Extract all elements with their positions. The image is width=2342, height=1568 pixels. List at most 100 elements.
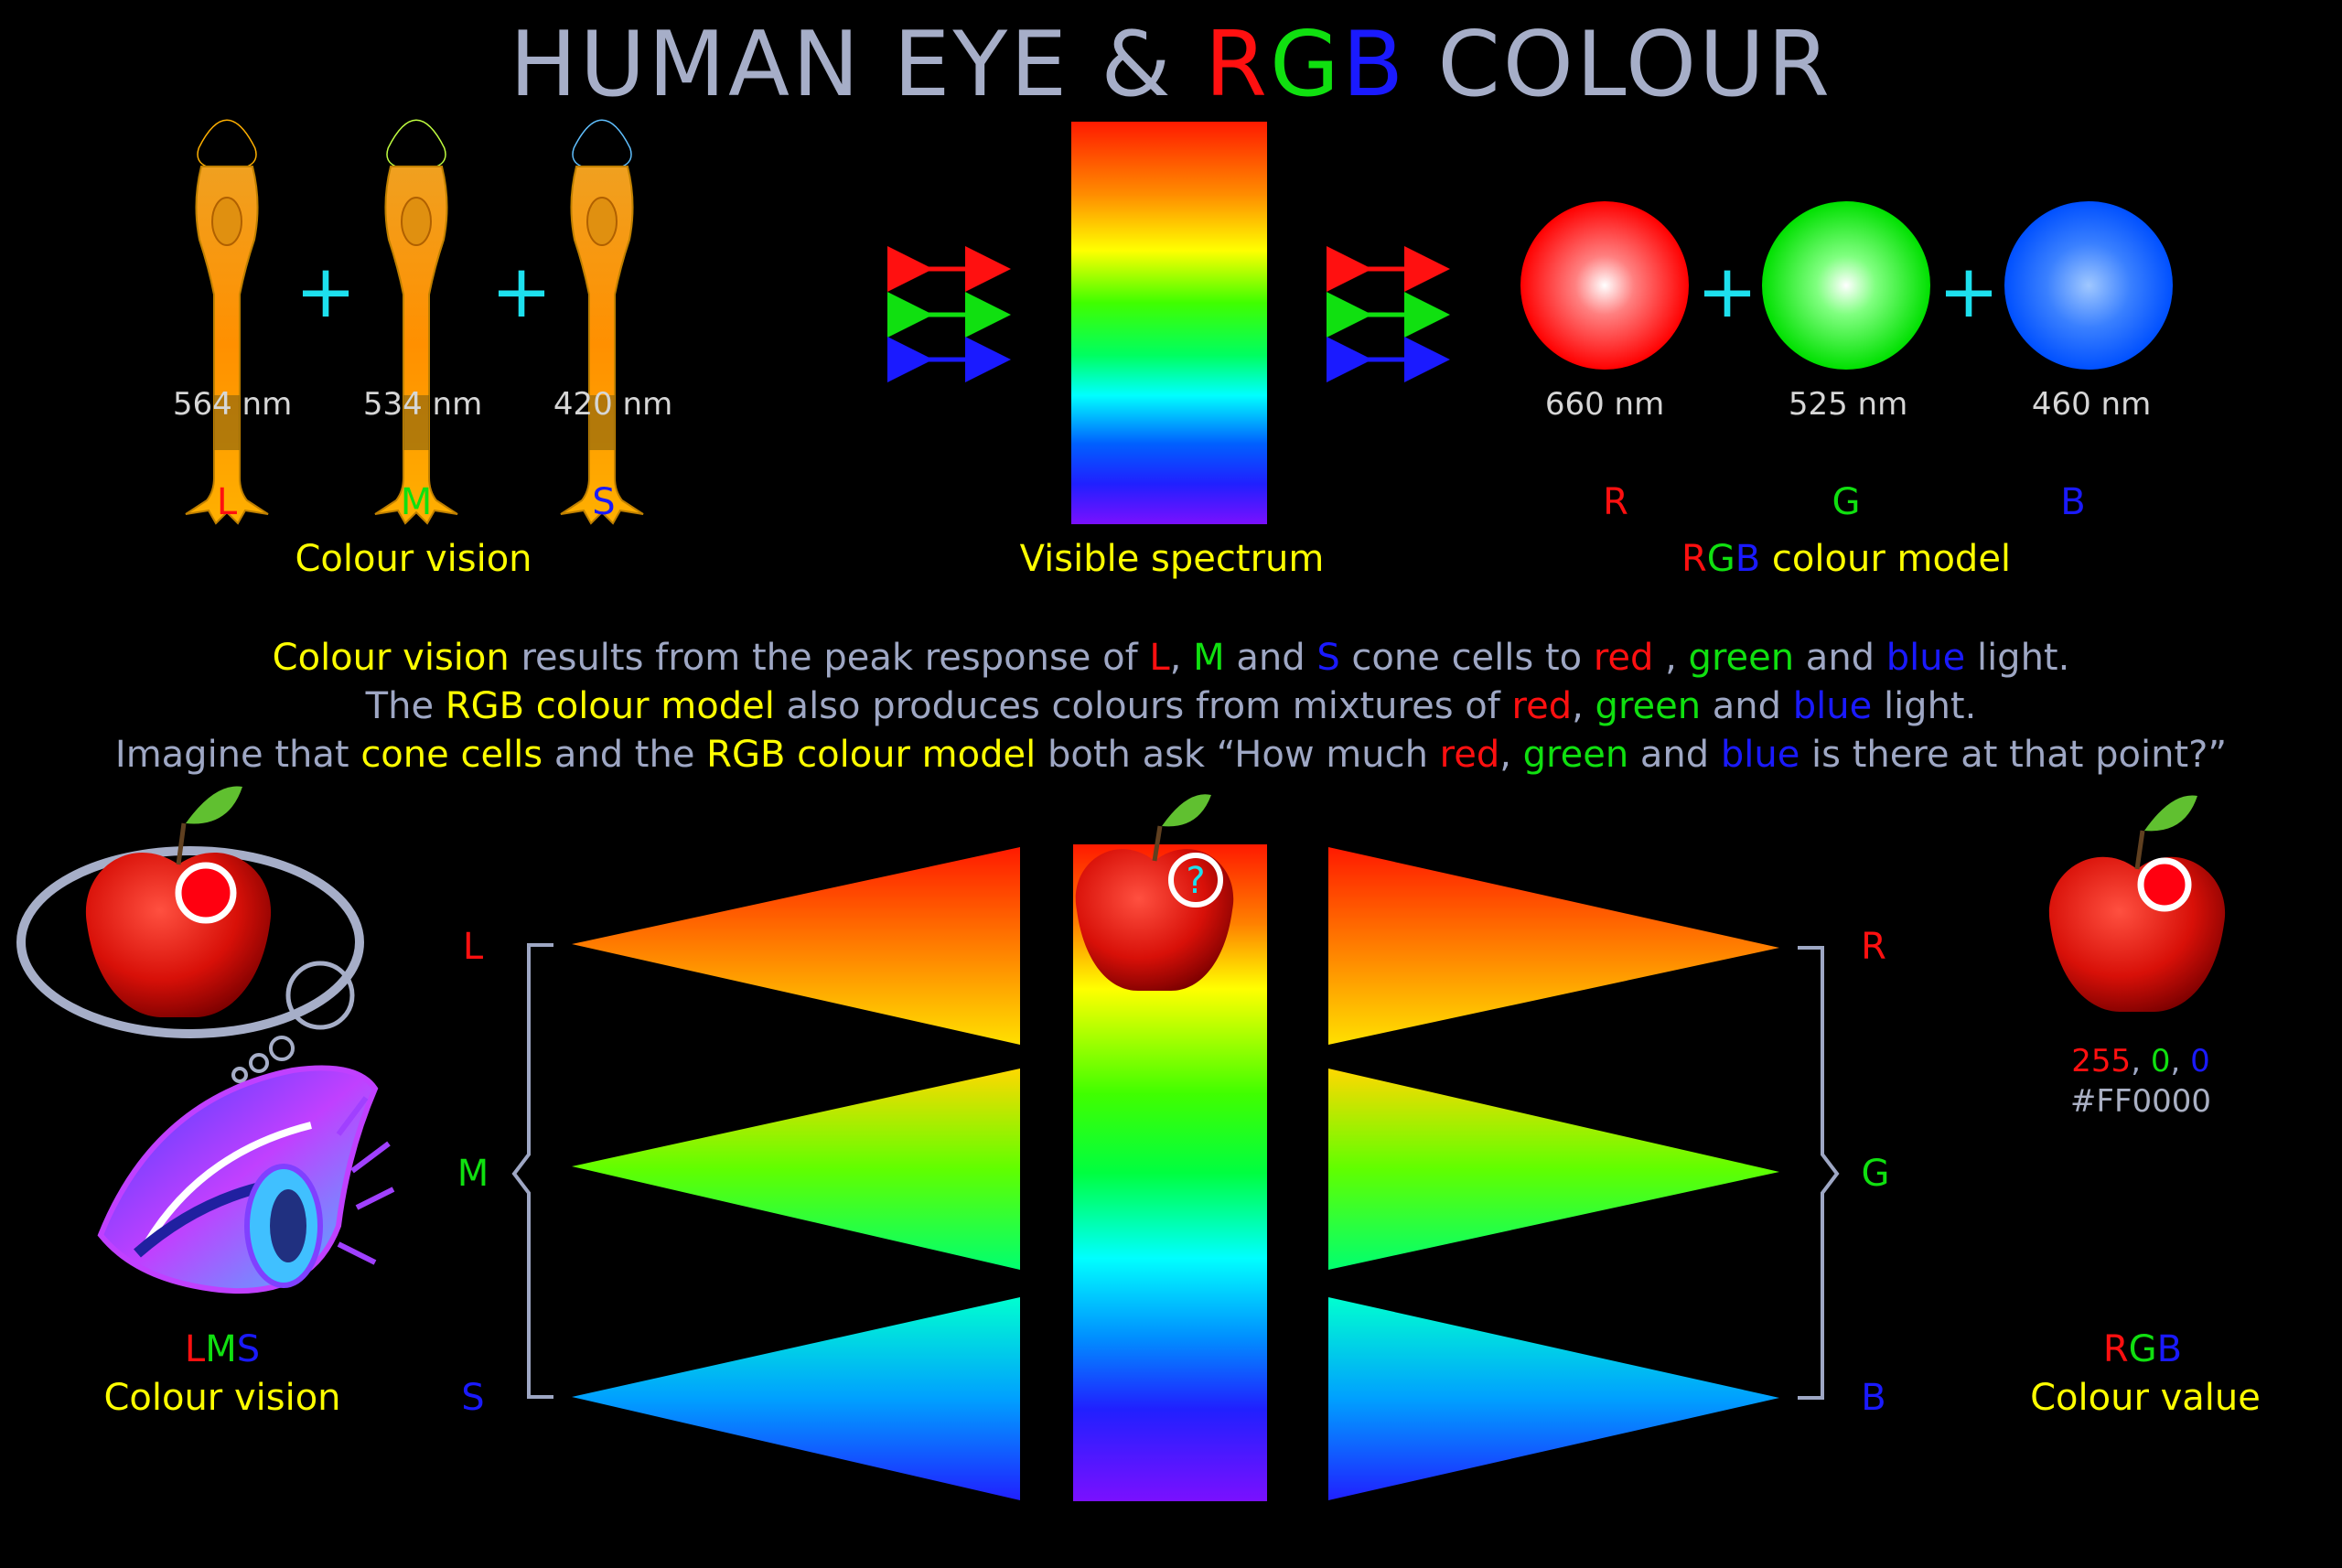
bottom-S-letter: S: [461, 1377, 485, 1419]
rgb-value: 255, 0, 0: [2071, 1043, 2209, 1079]
apple-thought: [85, 786, 272, 1017]
wedge-G: [1328, 1069, 1779, 1270]
paragraph-line-2: The RGB colour model also produces colou…: [366, 685, 1977, 727]
eye-illustration: [97, 1065, 395, 1294]
p2-8: light.: [1872, 685, 1977, 727]
lms-caption: Colour vision: [103, 1377, 341, 1419]
title-suffix: COLOUR: [1406, 13, 1832, 117]
p2-5: green: [1595, 685, 1702, 727]
p1-13: light.: [1965, 637, 2070, 679]
question-mark: ?: [1186, 860, 1206, 902]
thought-bubble-small-3: [249, 1053, 269, 1073]
title-g: G: [1270, 13, 1342, 117]
cone-M-wavelength: 534 nm: [362, 386, 483, 423]
cone-cell-L: [185, 119, 269, 524]
rgb-value-g: 0: [2150, 1043, 2171, 1079]
bottom-B-letter: B: [1861, 1377, 1886, 1419]
plus-sign-2: +: [490, 249, 553, 334]
p3-4: both ask “How much: [1036, 734, 1440, 776]
cone-L-wavelength: 564 nm: [172, 386, 293, 423]
cone-S-letter: S: [592, 481, 616, 523]
page-title: HUMAN EYE & RGB COLOUR: [510, 13, 1832, 117]
wedge-B: [1328, 1297, 1779, 1500]
p2-0: The: [365, 685, 446, 727]
arrows-right: [1327, 246, 1450, 382]
rgb-l-g: G: [2128, 1328, 2157, 1370]
rgb-caption: Colour value: [2030, 1377, 2261, 1419]
lms-l: L: [184, 1328, 206, 1370]
thought-bubble: [16, 846, 364, 1038]
p3-6: ,: [1499, 734, 1523, 776]
rgb-label: RGB: [2103, 1328, 2182, 1370]
rgb-model-rest: colour model: [1760, 538, 2012, 580]
wedge-L: [572, 847, 1020, 1045]
lms-s: S: [236, 1328, 261, 1370]
p1-3: ,: [1169, 637, 1194, 679]
hex-value: #FF0000: [2069, 1083, 2212, 1120]
p1-10: green: [1688, 637, 1795, 679]
thought-bubble-small-4: [231, 1067, 248, 1083]
p1-12: blue: [1885, 637, 1966, 679]
wedge-S: [572, 1297, 1020, 1500]
title-b: B: [1341, 13, 1407, 117]
rgb-G-letter: G: [1832, 481, 1861, 523]
p3-1: cone cells: [360, 734, 543, 776]
rgb-l-b: B: [2156, 1328, 2183, 1370]
visible-spectrum-bar: [1071, 122, 1267, 524]
cone-cell-M: [374, 119, 458, 524]
bottom-L-letter: L: [462, 926, 484, 968]
colour-vision-label: Colour vision: [295, 538, 532, 580]
left-brace: [511, 943, 553, 1399]
p3-3: RGB colour model: [706, 734, 1037, 776]
title-prefix: HUMAN EYE &: [510, 13, 1205, 117]
p3-5: red: [1439, 734, 1500, 776]
p1-4: M: [1193, 637, 1225, 679]
rgb-value-sep-1: ,: [2131, 1043, 2151, 1079]
p1-8: red: [1593, 637, 1654, 679]
p3-7: green: [1522, 734, 1629, 776]
bottom-R-letter: R: [1861, 926, 1886, 968]
rgb-model-b: B: [1735, 538, 1761, 580]
p2-2: also produces colours from mixtures of: [774, 685, 1512, 727]
paragraph-line-1: Colour vision results from the peak resp…: [273, 637, 2070, 679]
wedge-R: [1328, 847, 1779, 1045]
green-light-circle: [1762, 201, 1930, 370]
p1-6: S: [1316, 637, 1340, 679]
thought-bubble-small-1: [285, 961, 355, 1030]
red-wavelength: 660 nm: [1544, 386, 1665, 423]
plus-sign-3: +: [1696, 249, 1758, 334]
p2-4: ,: [1572, 685, 1595, 727]
p1-5: and: [1224, 637, 1317, 679]
p2-7: blue: [1792, 685, 1873, 727]
cone-L-letter: L: [216, 481, 238, 523]
plus-sign-4: +: [1938, 249, 2000, 334]
p1-7: cone cells to: [1339, 637, 1594, 679]
lms-m: M: [205, 1328, 237, 1370]
p2-1: RGB colour model: [445, 685, 775, 727]
thought-bubble-small-2: [269, 1036, 295, 1061]
rgb-l-r: R: [2102, 1328, 2129, 1370]
p1-9: ,: [1653, 637, 1689, 679]
wedge-M: [572, 1069, 1020, 1270]
cone-S-wavelength: 420 nm: [553, 386, 673, 423]
p3-10: is there at that point?”: [1799, 734, 2228, 776]
cone-M-letter: M: [400, 481, 433, 523]
green-wavelength: 525 nm: [1788, 386, 1908, 423]
blue-light-circle: [2004, 201, 2173, 370]
p1-0: Colour vision: [272, 637, 510, 679]
right-brace: [1798, 946, 1840, 1400]
apple-rgb: [2048, 795, 2226, 1012]
p3-2: and the: [543, 734, 707, 776]
rgb-model-r: R: [1681, 538, 1707, 580]
rgb-R-letter: R: [1603, 481, 1628, 523]
p3-0: Imagine that: [114, 734, 361, 776]
cone-cell-S: [560, 119, 644, 524]
apple-spectrum: [1075, 794, 1234, 991]
p2-3: red: [1511, 685, 1573, 727]
rgb-value-b: 0: [2190, 1043, 2210, 1079]
bottom-M-letter: M: [457, 1153, 489, 1195]
plus-sign-1: +: [295, 249, 357, 334]
p1-1: results from the peak response of: [509, 637, 1150, 679]
p3-9: blue: [1720, 734, 1800, 776]
blue-wavelength: 460 nm: [2031, 386, 2152, 423]
